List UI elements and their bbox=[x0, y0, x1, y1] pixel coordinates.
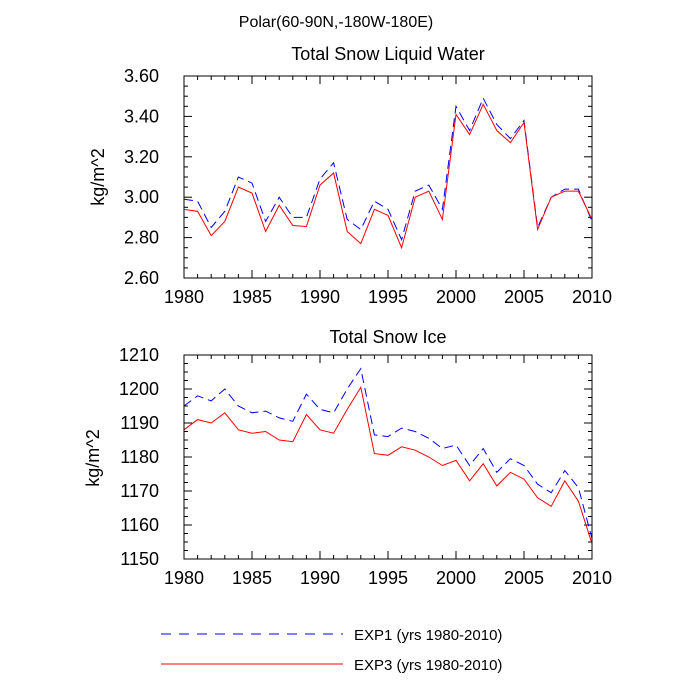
chart-title: Total Snow Liquid Water bbox=[291, 44, 484, 64]
y-tick-label: 1180 bbox=[120, 447, 159, 467]
x-tick-label: 1990 bbox=[300, 568, 340, 588]
axis-tick-labels: 1980 1985 1990 1995 2000 2005 2010 1150 1160 1170… bbox=[119, 345, 612, 588]
series-line-exp3 bbox=[183, 103, 593, 250]
series-lines bbox=[183, 367, 593, 544]
x-tick-label: 1985 bbox=[232, 568, 272, 588]
y-tick-label: 3.40 bbox=[124, 106, 159, 126]
axis-tick-labels: 1980 1985 1990 1995 2000 2005 2010 2.60 2.80 3.00… bbox=[124, 66, 612, 307]
y-tick-label: 1160 bbox=[120, 515, 159, 535]
x-tick-label: 2010 bbox=[572, 287, 612, 307]
x-tick-label: 1980 bbox=[164, 568, 204, 588]
x-tick-label: 2005 bbox=[504, 568, 544, 588]
x-tick-label: 1995 bbox=[368, 287, 408, 307]
y-axis-label: kg/m^2 bbox=[83, 429, 103, 486]
y-axis-label: kg/m^2 bbox=[88, 148, 108, 205]
panel-snow-liquid-water: Total Snow Liquid Water kg/m^2 1980 1985 1… bbox=[88, 44, 612, 307]
y-tick-label: 1190 bbox=[120, 413, 159, 433]
x-tick-label: 2010 bbox=[572, 568, 612, 588]
legend-item-exp3: EXP3 (yrs 1980-2010) bbox=[161, 657, 502, 674]
y-tick-label: 3.60 bbox=[124, 66, 159, 86]
legend-item-exp1: EXP1 (yrs 1980-2010) bbox=[161, 627, 502, 644]
plot-frame bbox=[183, 75, 593, 279]
y-tick-label: 2.60 bbox=[124, 268, 159, 288]
x-tick-label: 1995 bbox=[368, 568, 408, 588]
y-tick-label: 1200 bbox=[119, 379, 159, 399]
x-tick-label: 2000 bbox=[436, 568, 476, 588]
plot-frame bbox=[183, 354, 593, 560]
series-lines bbox=[183, 97, 593, 250]
x-tick-label: 1990 bbox=[300, 287, 340, 307]
chart-title: Total Snow Ice bbox=[329, 327, 446, 347]
x-tick-label: 2005 bbox=[504, 287, 544, 307]
x-tick-label: 1980 bbox=[164, 287, 204, 307]
y-tick-label: 3.00 bbox=[124, 187, 159, 207]
series-line-exp1 bbox=[183, 97, 593, 242]
legend-label-exp3: EXP3 (yrs 1980-2010) bbox=[354, 657, 502, 674]
x-tick-label: 1985 bbox=[232, 287, 272, 307]
axis-ticks bbox=[183, 354, 593, 560]
legend-label-exp1: EXP1 (yrs 1980-2010) bbox=[354, 627, 502, 644]
series-line-exp1 bbox=[183, 367, 593, 539]
y-tick-label: 3.20 bbox=[124, 147, 159, 167]
series-line-exp3 bbox=[183, 385, 593, 544]
panel-snow-ice: Total Snow Ice kg/m^2 1980 1985 1990 1995 20… bbox=[83, 327, 612, 588]
y-tick-label: 1150 bbox=[120, 549, 159, 569]
x-tick-label: 2000 bbox=[436, 287, 476, 307]
figure-suptitle: Polar(60-90N,-180W-180E) bbox=[239, 14, 433, 31]
y-tick-label: 1170 bbox=[120, 481, 159, 501]
y-tick-label: 1210 bbox=[119, 345, 159, 365]
y-tick-label: 2.80 bbox=[124, 228, 159, 248]
legend: EXP1 (yrs 1980-2010) EXP3 (yrs 1980-2010… bbox=[161, 627, 502, 674]
